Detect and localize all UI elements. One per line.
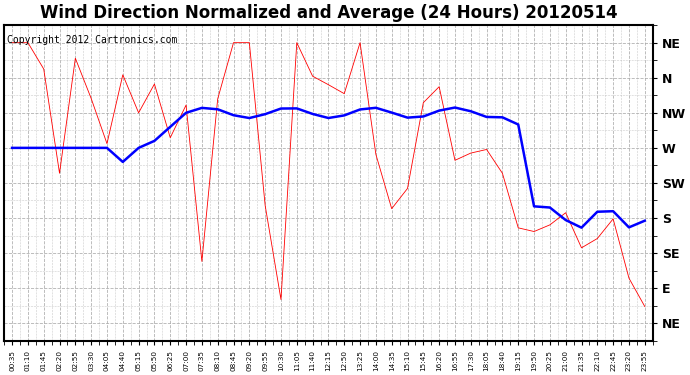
Text: Copyright 2012 Cartronics.com: Copyright 2012 Cartronics.com <box>8 34 178 45</box>
Title: Wind Direction Normalized and Average (24 Hours) 20120514: Wind Direction Normalized and Average (2… <box>39 4 618 22</box>
